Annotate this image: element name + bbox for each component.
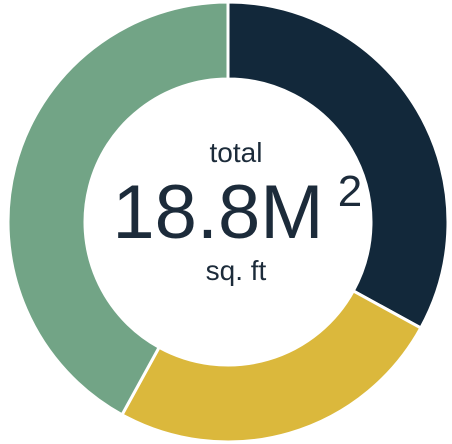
center-value: 18.8M	[112, 170, 323, 255]
donut-segment	[119, 288, 423, 444]
center-bottom-label: sq. ft	[206, 255, 267, 286]
donut-segment	[6, 0, 230, 417]
center-superscript: 2	[338, 167, 362, 216]
center-top-label: total	[210, 137, 263, 168]
donut-segment	[226, 0, 450, 331]
